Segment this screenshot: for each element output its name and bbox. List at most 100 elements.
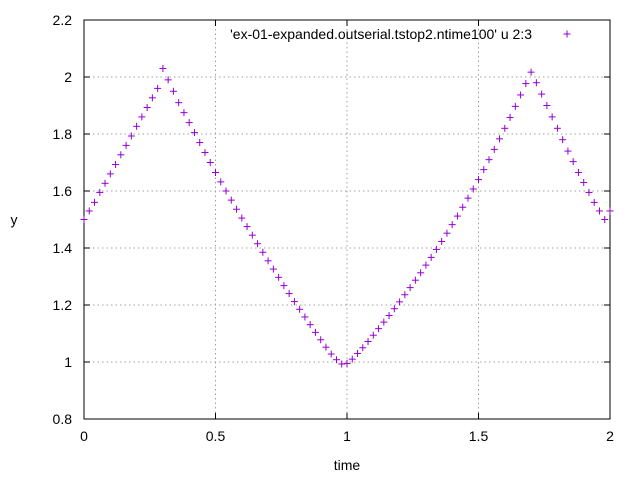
- data-point: [369, 331, 377, 339]
- data-point: [432, 245, 440, 253]
- y-tick-label: 0.8: [53, 411, 73, 427]
- data-point: [574, 168, 582, 176]
- data-point: [332, 356, 340, 364]
- y-tick-label: 1.2: [53, 297, 73, 313]
- y-tick-label: 2.2: [53, 12, 73, 28]
- data-point: [564, 147, 572, 155]
- data-point: [396, 298, 404, 306]
- data-point: [522, 80, 530, 88]
- data-point: [175, 99, 183, 107]
- data-point: [206, 159, 214, 166]
- data-point: [417, 269, 425, 277]
- x-tick-label: 1.5: [469, 428, 489, 444]
- y-tick-label: 1: [64, 354, 72, 370]
- x-tick-label: 0.5: [206, 428, 226, 444]
- data-point: [85, 207, 93, 215]
- data-point: [212, 168, 219, 176]
- legend-entry-label: 'ex-01-expanded.outserial.tstop2.ntime10…: [230, 26, 532, 42]
- data-point: [127, 132, 135, 140]
- data-point: [138, 113, 146, 121]
- y-tick-label: 1.8: [53, 126, 73, 142]
- data-point: [538, 90, 546, 98]
- data-point: [159, 64, 167, 72]
- data-point: [133, 122, 141, 130]
- axis-ticks: [83, 19, 611, 420]
- data-point: [438, 237, 446, 245]
- data-point: [380, 318, 388, 326]
- data-point: [543, 102, 551, 109]
- data-point: [375, 325, 383, 333]
- data-point: [406, 284, 414, 292]
- x-tick-label: 1: [343, 428, 351, 444]
- data-point: [317, 336, 325, 344]
- data-point: [501, 124, 509, 132]
- data-point: [464, 194, 472, 202]
- data-point: [364, 337, 372, 345]
- data-point: [122, 141, 130, 149]
- data-point: [101, 179, 109, 187]
- data-point: [385, 312, 393, 320]
- data-point: [559, 136, 567, 144]
- y-tick-label: 2: [64, 69, 72, 85]
- y-tick-label: 1.6: [53, 183, 73, 199]
- data-point: [217, 178, 225, 186]
- data-point: [275, 273, 283, 281]
- data-point: [233, 205, 241, 213]
- data-point: [475, 176, 482, 184]
- data-point: [595, 207, 603, 215]
- x-tick-labels: 0 0.5 1 1.5 2: [80, 428, 614, 444]
- data-point: [606, 207, 614, 215]
- data-point: [480, 166, 488, 174]
- data-point: [553, 124, 561, 132]
- data-point: [296, 305, 304, 313]
- legend: 'ex-01-expanded.outserial.tstop2.ntime10…: [230, 26, 571, 42]
- data-point: [311, 328, 319, 336]
- data-point: [264, 257, 272, 265]
- data-point: [532, 79, 540, 87]
- data-points: [80, 64, 614, 368]
- x-axis-label: time: [334, 457, 361, 473]
- data-point: [117, 151, 125, 159]
- data-point: [91, 198, 99, 206]
- data-point: [343, 359, 351, 367]
- y-tick-label: 1.4: [53, 240, 73, 256]
- x-tick-label: 0: [80, 428, 88, 444]
- data-point: [269, 265, 277, 273]
- data-point: [180, 109, 188, 117]
- data-point: [469, 185, 477, 193]
- data-point: [354, 349, 362, 357]
- data-point: [285, 290, 293, 298]
- data-point: [248, 231, 256, 239]
- data-point: [280, 282, 288, 290]
- data-point: [506, 113, 514, 121]
- data-point: [485, 156, 493, 164]
- data-point: [511, 102, 519, 110]
- data-point: [453, 212, 461, 220]
- data-point: [185, 119, 193, 127]
- data-point: [322, 343, 330, 351]
- data-point: [327, 350, 335, 358]
- data-point: [254, 240, 262, 248]
- data-point: [585, 188, 593, 196]
- data-point: [348, 355, 356, 363]
- data-point: [422, 261, 430, 269]
- data-point: [401, 291, 409, 299]
- data-point: [196, 139, 204, 147]
- data-point: [164, 76, 172, 84]
- data-point: [601, 216, 609, 223]
- data-point: [443, 229, 451, 237]
- data-point: [290, 298, 298, 306]
- data-point: [390, 305, 398, 313]
- data-point: [243, 223, 251, 231]
- data-point: [148, 94, 156, 102]
- data-point: [359, 344, 367, 352]
- data-point: [569, 158, 577, 166]
- data-point: [259, 248, 267, 256]
- grid-lines: [84, 20, 610, 419]
- data-point: [112, 160, 120, 168]
- data-point: [306, 321, 314, 329]
- data-point: [190, 129, 198, 137]
- data-point: [459, 203, 467, 211]
- data-point: [227, 196, 235, 204]
